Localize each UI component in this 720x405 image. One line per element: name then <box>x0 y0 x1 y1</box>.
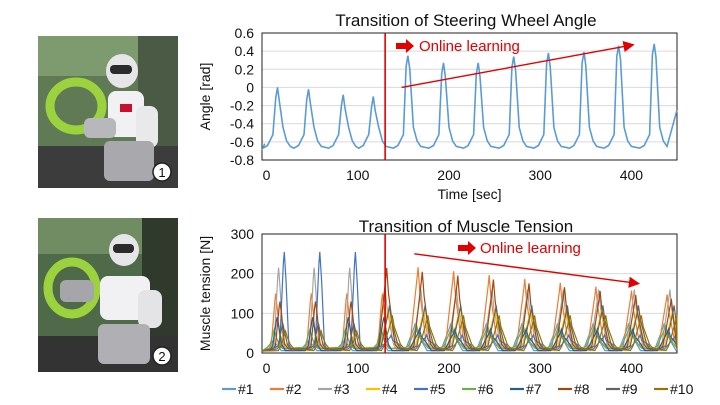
chart1-series <box>261 43 678 151</box>
c2-x-tick-label: 300 <box>529 360 553 376</box>
chart1-title: Transition of Steering Wheel Angle <box>335 11 596 30</box>
c2-x-tick-label: 400 <box>620 360 644 376</box>
chart2-series-m3 <box>261 267 678 352</box>
c1-y-tick-label: -0.4 <box>230 116 254 132</box>
legend-label: #4 <box>382 381 398 397</box>
chart1-y-axis-label: Angle [rad] <box>197 63 213 131</box>
c1-x-tick-label: 300 <box>529 167 553 183</box>
c1-y-tick-label: 0 <box>246 79 254 95</box>
chart2-series-m5 <box>261 251 678 352</box>
photo-badge-1: 1 <box>158 165 165 180</box>
chart2-series-m8 <box>261 267 678 352</box>
c1-y-tick-label: 0.2 <box>235 61 255 77</box>
c1-y-tick-label: 0.4 <box>235 43 255 59</box>
legend-label: #3 <box>334 381 350 397</box>
legend-label: #2 <box>286 381 302 397</box>
chart1-series-steering-angle <box>261 43 678 151</box>
chart1-y-ticks: -0.8 -0.6 -0.4 -0.2 0 0.2 0.4 0.6 <box>230 25 254 168</box>
c2-x-tick-label: 200 <box>437 360 461 376</box>
c1-x-tick-label: 100 <box>346 167 370 183</box>
chart2-y-ticks: 0 100 200 300 <box>231 226 255 361</box>
legend-label: #10 <box>670 381 694 397</box>
c1-x-tick-label: 200 <box>437 167 461 183</box>
c2-y-tick-label: 300 <box>231 226 255 242</box>
c1-y-tick-label: 0.6 <box>235 25 255 41</box>
c1-x-tick-label: 0 <box>263 167 271 183</box>
robot-illustration-1: 1 <box>38 36 178 188</box>
legend-label: #6 <box>478 381 494 397</box>
chart2-series <box>261 251 678 352</box>
badge-circle-1 <box>152 162 172 182</box>
chart2-series-m6 <box>261 325 678 352</box>
chart2-annotation: Online learning <box>480 240 581 257</box>
chart2-plot-frame <box>261 233 678 354</box>
c1-y-tick-label: -0.6 <box>230 134 254 150</box>
badge-circle-2 <box>152 346 172 366</box>
chart1-annotation: Online learning <box>419 38 520 55</box>
steering-angle-chart: Transition of Steering Wheel Angle -0.8-… <box>197 11 678 202</box>
c2-y-tick-label: 200 <box>231 266 255 282</box>
muscle-tension-chart: Transition of Muscle Tension 0100200300 … <box>197 217 694 397</box>
chart2-legend: #1 #2 #3 #4 #5 #6 #7 #8 #9 #10 <box>222 381 694 397</box>
c2-y-tick-label: 100 <box>231 305 255 321</box>
legend-label: #5 <box>430 381 446 397</box>
c2-x-tick-label: 0 <box>263 360 271 376</box>
chart1-x-axis-label: Time [sec] <box>437 186 501 202</box>
legend-label: #7 <box>526 381 542 397</box>
robot-photo-2: 2 <box>38 218 178 372</box>
photo-badge-2: 2 <box>158 349 165 364</box>
robot-photo-1: 1 <box>38 36 178 188</box>
chart1-annotation-arrow-icon <box>396 39 414 53</box>
c1-x-tick-label: 400 <box>620 167 644 183</box>
legend-label: #8 <box>574 381 590 397</box>
robot-illustration-2: 2 <box>38 218 178 372</box>
chart2-series-m7 <box>261 317 678 352</box>
chart1-plot-frame <box>261 32 678 161</box>
c2-y-tick-label: 0 <box>246 345 254 361</box>
chart2-trend-arrow <box>414 253 641 288</box>
chart2-x-ticks: 0 100 200 300 400 <box>263 360 644 376</box>
c1-y-tick-label: -0.2 <box>230 98 254 114</box>
c2-x-tick-label: 100 <box>346 360 370 376</box>
chart2-y-axis-label: Muscle tension [N] <box>197 236 213 351</box>
chart1-x-ticks: 0 100 200 300 400 <box>263 167 644 183</box>
c1-y-tick-label: -0.8 <box>230 152 254 168</box>
legend-label: #9 <box>622 381 638 397</box>
legend-label: #1 <box>238 381 254 397</box>
chart1-trend-arrow <box>401 41 635 89</box>
chart2-title: Transition of Muscle Tension <box>359 217 574 236</box>
chart2-series-m9 <box>261 305 678 352</box>
chart2-series-m10 <box>261 315 678 352</box>
chart2-annotation-arrow-icon <box>458 241 476 255</box>
